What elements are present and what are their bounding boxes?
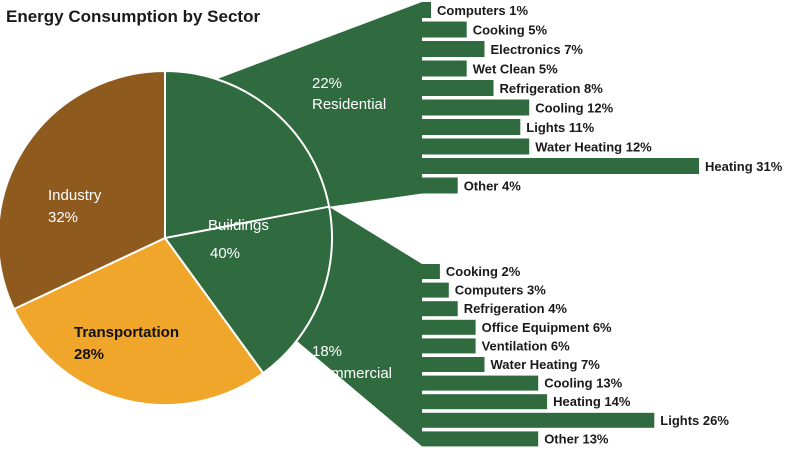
residential-bar-label: Wet Clean 5%: [473, 62, 558, 77]
residential-bar: [422, 158, 699, 174]
residential-bar: [422, 21, 467, 38]
residential-commercial-divider: [164, 205, 330, 239]
transportation-name-label: Transportation: [74, 324, 179, 341]
commercial-bar: [422, 394, 548, 410]
commercial-bar-label: Heating 14%: [553, 394, 631, 409]
residential-bar-label: Water Heating 12%: [535, 140, 652, 155]
residential-bar: [422, 2, 431, 18]
transportation-slice: [12, 236, 265, 407]
residential-bar: [422, 60, 467, 77]
residential-bar: [422, 80, 494, 96]
commercial-bar-label: Lights 26%: [660, 413, 729, 428]
pie: [0, 69, 333, 407]
residential-bar-label: Cooking 5%: [473, 23, 548, 38]
commercial-bar-label: Other 13%: [544, 431, 609, 446]
residential-bar-label: Lights 11%: [526, 120, 594, 135]
residential-name-label: Residential: [312, 96, 386, 113]
chart-title: Energy Consumption by Sector: [6, 7, 260, 26]
commercial-bar-label: Office Equipment 6%: [482, 320, 612, 335]
commercial-bar: [422, 412, 655, 428]
residential-bar: [422, 138, 530, 155]
commercial-value-label: 18%: [312, 343, 342, 360]
buildings-name-label: Buildings: [208, 217, 269, 234]
commercial-bar-label: Ventilation 6%: [482, 338, 571, 353]
commercial-bar: [422, 282, 449, 298]
commercial-bar-label: Water Heating 7%: [491, 357, 601, 372]
commercial-name-label: Commercial: [312, 365, 392, 382]
residential-bar-label: Cooling 12%: [535, 101, 613, 116]
industry-slice: [0, 69, 166, 311]
residential-bar-label: Heating 31%: [705, 159, 783, 174]
residential-bar: [422, 99, 530, 116]
pie-labels: Industry 32% Transportation 28% Building…: [48, 75, 392, 382]
commercial-bar: [422, 357, 485, 372]
commercial-bar-label: Computers 3%: [455, 283, 546, 298]
residential-bar-label: Electronics 7%: [491, 42, 584, 57]
buildings-value-label: 40%: [210, 245, 240, 262]
commercial-bar: [422, 319, 476, 335]
commercial-bars: Cooking 2% Computers 3% Refrigeration 4% Of…: [422, 264, 729, 447]
residential-value-label: 22%: [312, 75, 342, 92]
residential-bars: Computers 1% Cooking 5% Electronics 7% Wet …: [422, 2, 783, 194]
residential-bar-label: Computers 1%: [437, 3, 528, 18]
commercial-bar-label: Refrigeration 4%: [464, 301, 568, 316]
commercial-bar-label: Cooling 13%: [544, 376, 622, 391]
industry-value-label: 32%: [48, 209, 78, 226]
residential-bar: [422, 119, 521, 135]
transportation-value-label: 28%: [74, 346, 104, 363]
residential-bar: [422, 177, 458, 194]
commercial-bar: [422, 431, 539, 447]
commercial-bar: [422, 375, 539, 391]
residential-bar-label: Refrigeration 8%: [500, 81, 604, 96]
industry-name-label: Industry: [48, 187, 102, 204]
commercial-bar: [422, 301, 458, 317]
commercial-bar: [422, 264, 440, 279]
commercial-bar-label: Cooking 2%: [446, 264, 521, 279]
residential-bar: [422, 41, 485, 57]
residential-connector: [216, 2, 422, 207]
residential-bar-label: Other 4%: [464, 179, 522, 194]
commercial-bar: [422, 338, 476, 354]
